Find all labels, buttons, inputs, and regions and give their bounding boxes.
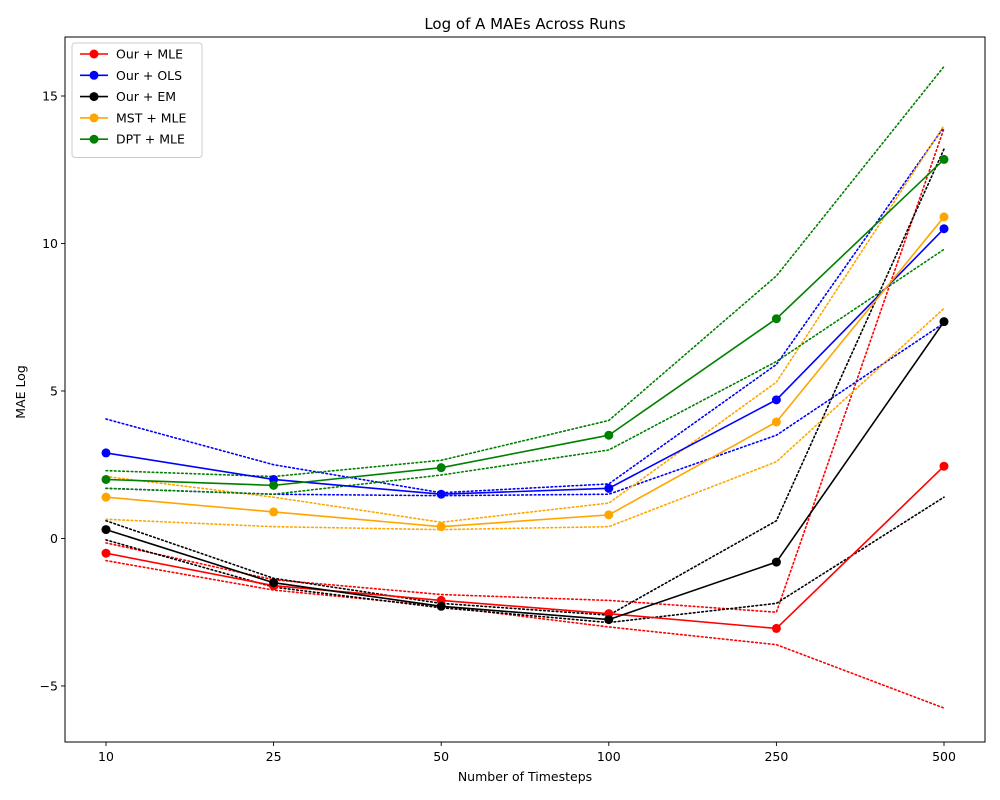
legend: Our + MLE Our + OLS Our + EM MST + MLE DPT +… bbox=[71, 42, 203, 158]
series-our-em-point-10 bbox=[101, 525, 111, 535]
series-dpt-mle-lower-bound bbox=[105, 248, 945, 496]
legend-our-em-marker bbox=[89, 92, 99, 102]
series-mst-mle-lower-bound bbox=[105, 307, 945, 531]
series-dpt-mle-point-10 bbox=[101, 474, 111, 484]
legend-our-mle-label: Our + MLE bbox=[116, 47, 183, 62]
series-our-mle-lower-bound bbox=[105, 559, 945, 709]
series-our-em-point-100 bbox=[604, 615, 614, 625]
legend-our-em-label: Our + EM bbox=[116, 89, 176, 104]
legend-frame bbox=[71, 42, 203, 158]
x-axis-title: Number of Timesteps bbox=[458, 769, 592, 784]
series-our-em-upper-bound bbox=[105, 148, 945, 616]
series-our-ols-line bbox=[105, 228, 945, 496]
series-mst-mle-point-100 bbox=[604, 510, 614, 520]
series-dpt-mle-point-250 bbox=[771, 314, 781, 324]
plot-area-frame bbox=[64, 36, 986, 743]
series-our-em-line bbox=[105, 321, 945, 621]
series-our-em-point-500 bbox=[939, 317, 949, 327]
legend-dpt-mle-marker bbox=[89, 134, 99, 144]
x-tick-label-10: 10 bbox=[98, 749, 114, 764]
x-tick-label-100: 100 bbox=[597, 749, 621, 764]
y-axis-ticks: −5 0 5 10 15 bbox=[40, 88, 65, 693]
series-our-em-point-50 bbox=[436, 601, 446, 611]
series-our-mle-point-250 bbox=[771, 623, 781, 633]
y-tick-label-2: 5 bbox=[50, 383, 58, 398]
y-tick-label-1: 0 bbox=[50, 531, 58, 546]
x-tick-label-25: 25 bbox=[266, 749, 282, 764]
series-dpt-mle-point-100 bbox=[604, 430, 614, 440]
series-our-ols-point-100 bbox=[604, 483, 614, 493]
series-our-mle-point-10 bbox=[101, 548, 111, 558]
series-dpt-mle-point-25 bbox=[269, 480, 279, 490]
x-tick-label-50: 50 bbox=[433, 749, 449, 764]
plot-lines bbox=[101, 65, 949, 709]
series-our-ols-point-10 bbox=[101, 448, 111, 458]
series-our-ols-point-500 bbox=[939, 224, 949, 234]
series-our-em-lower-bound bbox=[105, 496, 945, 624]
y-axis-title: MAE Log bbox=[13, 365, 28, 419]
legend-mst-mle-marker bbox=[89, 113, 99, 123]
x-tick-label-500: 500 bbox=[932, 749, 956, 764]
series-mst-mle-point-500 bbox=[939, 212, 949, 222]
series-mst-mle-point-250 bbox=[771, 417, 781, 427]
x-tick-label-250: 250 bbox=[764, 749, 788, 764]
series-our-mle-point-500 bbox=[939, 461, 949, 471]
series-mst-mle-point-25 bbox=[269, 507, 279, 517]
series-our-em-point-250 bbox=[771, 557, 781, 567]
series-mst-mle-point-10 bbox=[101, 492, 111, 502]
series-dpt-mle-line bbox=[105, 158, 945, 487]
y-tick-label-4: 15 bbox=[42, 88, 58, 103]
legend-mst-mle-label: MST + MLE bbox=[116, 110, 187, 125]
legend-dpt-mle-label: DPT + MLE bbox=[116, 132, 185, 147]
series-mst-mle-point-50 bbox=[436, 522, 446, 532]
y-tick-label-0: −5 bbox=[40, 678, 58, 693]
series-our-em-point-25 bbox=[269, 578, 279, 588]
series-our-mle-line bbox=[105, 465, 945, 630]
y-tick-label-3: 10 bbox=[42, 236, 58, 251]
series-our-ols-upper-bound bbox=[105, 126, 945, 494]
series-our-ols-point-50 bbox=[436, 489, 446, 499]
legend-our-ols-label: Our + OLS bbox=[116, 68, 182, 83]
chart-title: Log of A MAEs Across Runs bbox=[424, 15, 625, 33]
x-axis-ticks: 10 25 50 100 250 500 bbox=[98, 742, 956, 764]
series-dpt-mle-point-50 bbox=[436, 463, 446, 473]
series-mst-mle-line bbox=[105, 216, 945, 528]
legend-our-ols-marker bbox=[89, 70, 99, 80]
series-dpt-mle-point-500 bbox=[939, 154, 949, 164]
legend-our-mle-marker bbox=[89, 49, 99, 59]
series-our-ols-point-250 bbox=[771, 395, 781, 405]
